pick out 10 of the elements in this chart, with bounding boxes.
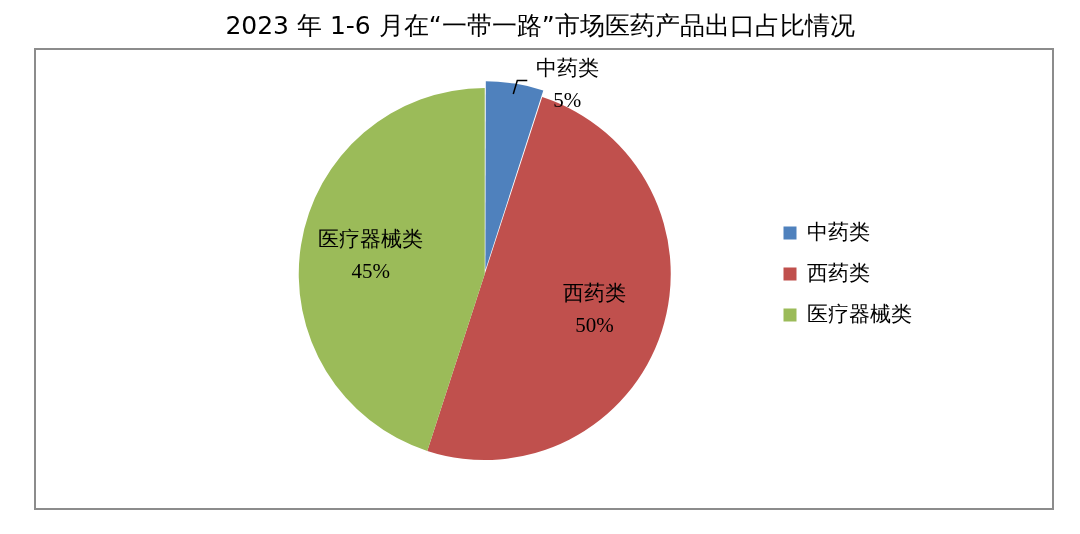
data-label: 45% [351,259,391,284]
data-label: 5% [553,87,582,112]
slice-label: 中药类 [535,55,599,80]
legend-label: 西药类 [807,260,870,285]
slice-label: 西药类 [562,281,626,306]
legend-label: 中药类 [807,219,870,244]
slice-label: 医疗器械类 [318,227,424,252]
legend-label: 医疗器械类 [807,301,912,326]
chart-title: 2023 年 1-6 月在“一带一路”市场医药产品出口占比情况 [224,10,856,42]
data-label: 50% [575,313,614,338]
